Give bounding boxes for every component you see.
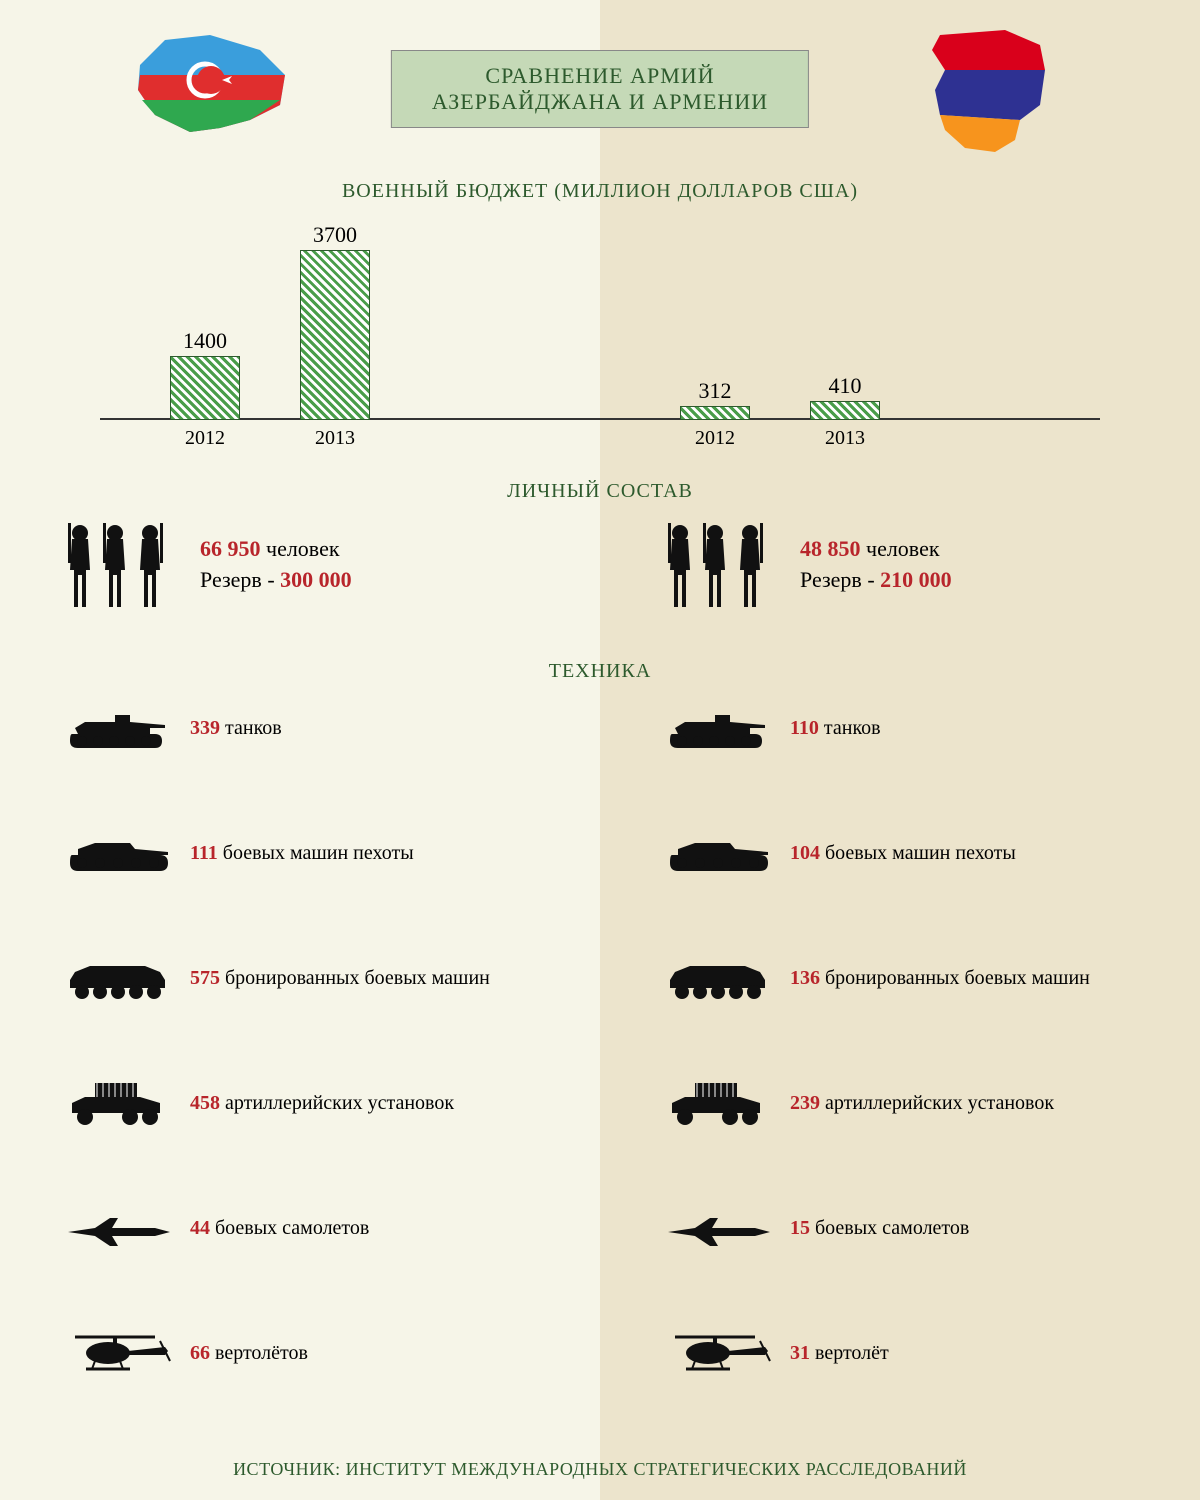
equip-left: 339 танков <box>0 700 600 755</box>
equipment-row: 458 артиллерийских установок 239 артилле… <box>0 1075 1200 1130</box>
equip-text: 110 танков <box>790 714 881 742</box>
equip-text: 104 боевых машин пехоты <box>790 839 1016 867</box>
equipment-row: 66 вертолётов 31 вертолёт <box>0 1325 1200 1380</box>
infographic-content: СРАВНЕНИЕ АРМИЙ АЗЕРБАЙДЖАНА И АРМЕНИИ В… <box>0 0 1200 1500</box>
budget-chart: 1400 2012 3700 2013 312 2012 410 2013 <box>100 220 1100 450</box>
bar-year: 2012 <box>695 427 735 450</box>
personnel-row: 66 950 человек Резерв - 300 000 48 850 ч… <box>0 515 1200 615</box>
equip-text: 15 боевых самолетов <box>790 1214 969 1242</box>
budget-bar: 410 2013 <box>810 401 880 420</box>
equipment-row: 111 боевых машин пехоты 104 боевых машин… <box>0 825 1200 880</box>
armenia-map-icon <box>910 20 1060 160</box>
budget-bar: 3700 2013 <box>300 250 370 420</box>
equip-text: 44 боевых самолетов <box>190 1214 369 1242</box>
equipment-row: 44 боевых самолетов 15 боевых самолетов <box>0 1200 1200 1255</box>
soldiers-icon <box>660 515 800 615</box>
equip-left: 44 боевых самолетов <box>0 1200 600 1255</box>
tank-icon <box>660 700 790 755</box>
title-line1: СРАВНЕНИЕ АРМИЙ <box>432 63 768 89</box>
jet-icon <box>660 1200 790 1255</box>
active-num: 48 850 <box>800 536 861 561</box>
title-banner: СРАВНЕНИЕ АРМИЙ АЗЕРБАЙДЖАНА И АРМЕНИИ <box>391 50 809 128</box>
active-num: 66 950 <box>200 536 261 561</box>
source-text: ИСТОЧНИК: ИНСТИТУТ МЕЖДУНАРОДНЫХ СТРАТЕГ… <box>233 1459 967 1480</box>
equipment-row: 339 танков 110 танков <box>0 700 1200 755</box>
equip-text: 111 боевых машин пехоты <box>190 839 414 867</box>
heli-icon <box>660 1325 790 1380</box>
bar-year: 2013 <box>315 427 355 450</box>
equip-right: 15 боевых самолетов <box>600 1200 1200 1255</box>
equipment-title: ТЕХНИКА <box>549 660 652 683</box>
personnel-left: 66 950 человек Резерв - 300 000 <box>0 515 600 615</box>
bar-value: 3700 <box>313 222 357 248</box>
bar-value: 410 <box>829 373 862 399</box>
budget-title: ВОЕННЫЙ БЮДЖЕТ (МИЛЛИОН ДОЛЛАРОВ США) <box>342 180 858 203</box>
equip-left: 66 вертолётов <box>0 1325 600 1380</box>
equip-text: 31 вертолёт <box>790 1339 889 1367</box>
equip-text: 458 артиллерийских установок <box>190 1089 454 1117</box>
budget-bars-left: 1400 2012 3700 2013 <box>170 250 370 420</box>
personnel-right: 48 850 человек Резерв - 210 000 <box>600 515 1200 615</box>
equipment-row: 575 бронированных боевых машин 136 брони… <box>0 950 1200 1005</box>
equip-right: 110 танков <box>600 700 1200 755</box>
equip-left: 575 бронированных боевых машин <box>0 950 600 1005</box>
budget-bar: 312 2012 <box>680 406 750 420</box>
equip-text: 66 вертолётов <box>190 1339 308 1367</box>
equip-text: 136 бронированных боевых машин <box>790 964 1090 992</box>
equip-right: 239 артиллерийских установок <box>600 1075 1200 1130</box>
jet-icon <box>60 1200 190 1255</box>
personnel-title: ЛИЧНЫЙ СОСТАВ <box>507 480 693 503</box>
soldiers-icon <box>60 515 200 615</box>
equip-right: 136 бронированных боевых машин <box>600 950 1200 1005</box>
reserve-num: 300 000 <box>280 567 352 592</box>
equip-text: 239 артиллерийских установок <box>790 1089 1054 1117</box>
budget-bar: 1400 2012 <box>170 356 240 420</box>
artillery-icon <box>60 1075 190 1130</box>
apc-icon <box>60 950 190 1005</box>
budget-bars-right: 312 2012 410 2013 <box>680 401 880 420</box>
personnel-left-text: 66 950 человек Резерв - 300 000 <box>200 534 352 596</box>
azerbaijan-map-icon <box>120 20 300 150</box>
heli-icon <box>60 1325 190 1380</box>
bar-year: 2013 <box>825 427 865 450</box>
equip-text: 339 танков <box>190 714 282 742</box>
artillery-icon <box>660 1075 790 1130</box>
ifv-icon <box>660 825 790 880</box>
equip-left: 458 артиллерийских установок <box>0 1075 600 1130</box>
apc-icon <box>660 950 790 1005</box>
equip-right: 31 вертолёт <box>600 1325 1200 1380</box>
bar-year: 2012 <box>185 427 225 450</box>
bar-value: 312 <box>699 378 732 404</box>
equip-text: 575 бронированных боевых машин <box>190 964 490 992</box>
bar-value: 1400 <box>183 328 227 354</box>
tank-icon <box>60 700 190 755</box>
equip-right: 104 боевых машин пехоты <box>600 825 1200 880</box>
title-line2: АЗЕРБАЙДЖАНА И АРМЕНИИ <box>432 89 768 115</box>
reserve-num: 210 000 <box>880 567 952 592</box>
equip-left: 111 боевых машин пехоты <box>0 825 600 880</box>
ifv-icon <box>60 825 190 880</box>
personnel-right-text: 48 850 человек Резерв - 210 000 <box>800 534 952 596</box>
